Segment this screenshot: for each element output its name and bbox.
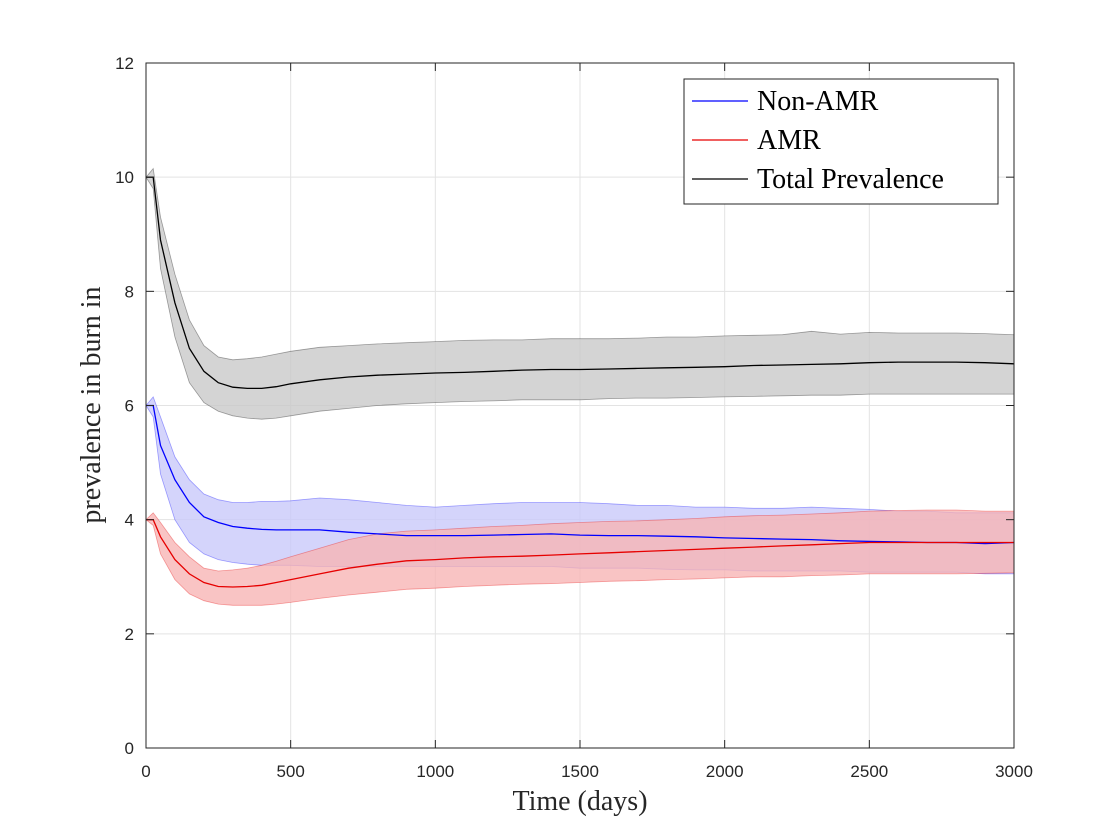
- legend: Non-AMR AMR Total Prevalence: [683, 78, 999, 205]
- confidence-bands: [145, 167, 1015, 606]
- y-tick-label: 0: [125, 739, 134, 758]
- line-total-prevalence: [146, 176, 1015, 390]
- x-tick-label: 500: [276, 762, 304, 781]
- axis-ticks: [145, 62, 1015, 749]
- y-tick-labels: 0 2 4 6 8 10 12: [115, 54, 134, 758]
- x-tick-label: 2500: [850, 762, 888, 781]
- y-tick-label: 6: [125, 397, 134, 416]
- line-non-amr: [146, 404, 1015, 545]
- legend-label-non-amr: Non-AMR: [757, 86, 879, 117]
- y-tick-label: 8: [125, 282, 134, 301]
- y-axis-label: prevalence in burn in: [76, 286, 107, 523]
- y-tick-label: 10: [115, 168, 134, 187]
- x-tick-label: 3000: [995, 762, 1033, 781]
- x-axis-label: Time (days): [512, 786, 647, 817]
- legend-box: [683, 78, 999, 205]
- x-tick-label: 1500: [561, 762, 599, 781]
- legend-label-amr: AMR: [757, 125, 821, 156]
- legend-label-total-prevalence: Total Prevalence: [757, 164, 944, 195]
- y-tick-label: 4: [125, 511, 134, 530]
- x-tick-label: 0: [141, 762, 150, 781]
- x-tick-label: 1000: [416, 762, 454, 781]
- line-amr: [146, 519, 1014, 588]
- x-tick-labels: 0 500 1000 1500 2000 2500 3000: [141, 762, 1033, 781]
- y-tick-label: 12: [115, 54, 134, 73]
- x-tick-label: 2000: [706, 762, 744, 781]
- series-lines: [146, 176, 1015, 588]
- y-tick-label: 2: [125, 625, 134, 644]
